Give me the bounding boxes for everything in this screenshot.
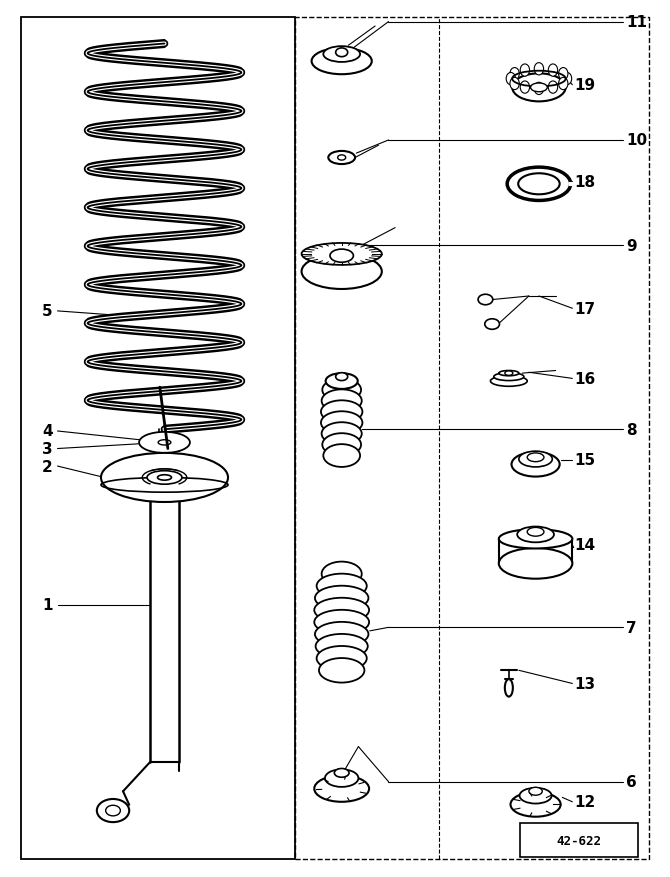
FancyBboxPatch shape <box>520 823 638 857</box>
Text: 12: 12 <box>574 795 596 809</box>
Text: 1: 1 <box>42 597 53 612</box>
Ellipse shape <box>321 412 362 435</box>
Ellipse shape <box>322 562 362 587</box>
Ellipse shape <box>302 244 382 266</box>
Ellipse shape <box>527 453 544 462</box>
Circle shape <box>548 65 557 77</box>
Ellipse shape <box>322 390 362 413</box>
Ellipse shape <box>512 75 565 103</box>
Ellipse shape <box>315 622 368 646</box>
Ellipse shape <box>324 445 360 467</box>
Ellipse shape <box>498 548 572 579</box>
Text: 8: 8 <box>626 422 636 438</box>
Ellipse shape <box>150 468 179 479</box>
Ellipse shape <box>511 792 561 816</box>
Ellipse shape <box>519 788 551 803</box>
Text: 7: 7 <box>626 620 636 635</box>
Ellipse shape <box>478 295 493 305</box>
Circle shape <box>562 74 572 86</box>
Text: 16: 16 <box>574 372 596 387</box>
Ellipse shape <box>494 374 524 381</box>
Ellipse shape <box>328 152 355 165</box>
Ellipse shape <box>505 372 513 376</box>
Ellipse shape <box>322 434 361 456</box>
Ellipse shape <box>511 453 559 477</box>
Text: 5: 5 <box>42 304 53 319</box>
Ellipse shape <box>322 423 362 446</box>
Circle shape <box>520 65 529 77</box>
Ellipse shape <box>338 156 346 161</box>
Ellipse shape <box>321 401 362 424</box>
Ellipse shape <box>101 453 228 503</box>
Ellipse shape <box>147 471 182 485</box>
Circle shape <box>548 82 557 94</box>
Ellipse shape <box>326 374 358 389</box>
Ellipse shape <box>139 432 190 453</box>
Text: 9: 9 <box>626 239 636 253</box>
Ellipse shape <box>312 49 372 75</box>
Ellipse shape <box>505 680 513 697</box>
Circle shape <box>506 74 515 86</box>
Ellipse shape <box>317 646 366 671</box>
Ellipse shape <box>317 574 366 598</box>
Ellipse shape <box>334 768 349 777</box>
Ellipse shape <box>330 250 353 263</box>
Text: 6: 6 <box>626 774 636 789</box>
Ellipse shape <box>325 769 358 787</box>
Ellipse shape <box>314 775 369 802</box>
Text: 19: 19 <box>574 78 596 93</box>
Ellipse shape <box>498 530 572 549</box>
Ellipse shape <box>322 379 361 402</box>
Ellipse shape <box>336 374 348 381</box>
Circle shape <box>559 68 568 81</box>
Ellipse shape <box>157 475 172 481</box>
Ellipse shape <box>498 371 519 376</box>
Ellipse shape <box>517 527 554 543</box>
Text: 11: 11 <box>626 15 647 30</box>
Ellipse shape <box>314 598 369 623</box>
Circle shape <box>520 82 529 94</box>
Text: 13: 13 <box>574 676 596 691</box>
Ellipse shape <box>315 586 368 610</box>
Text: 14: 14 <box>574 538 596 553</box>
Text: 3: 3 <box>42 441 53 457</box>
Ellipse shape <box>106 805 121 816</box>
Text: 42-622: 42-622 <box>557 834 602 847</box>
Ellipse shape <box>319 659 364 683</box>
Circle shape <box>534 83 543 96</box>
Text: 15: 15 <box>574 453 596 468</box>
Text: 18: 18 <box>574 175 596 189</box>
Ellipse shape <box>531 84 547 93</box>
Ellipse shape <box>490 376 527 387</box>
Ellipse shape <box>527 528 544 537</box>
Ellipse shape <box>336 49 348 58</box>
Ellipse shape <box>302 254 382 289</box>
Ellipse shape <box>158 440 171 446</box>
Circle shape <box>534 63 543 75</box>
Text: 17: 17 <box>574 302 596 317</box>
Ellipse shape <box>97 799 129 823</box>
Circle shape <box>559 78 568 90</box>
Circle shape <box>510 78 519 90</box>
Text: 4: 4 <box>42 424 53 439</box>
Text: 2: 2 <box>42 459 53 474</box>
Ellipse shape <box>519 452 552 467</box>
Text: 10: 10 <box>626 133 647 148</box>
Ellipse shape <box>314 610 369 635</box>
Circle shape <box>510 68 519 81</box>
Ellipse shape <box>316 634 368 659</box>
Ellipse shape <box>324 47 360 63</box>
Ellipse shape <box>485 319 499 330</box>
Ellipse shape <box>529 788 542 795</box>
